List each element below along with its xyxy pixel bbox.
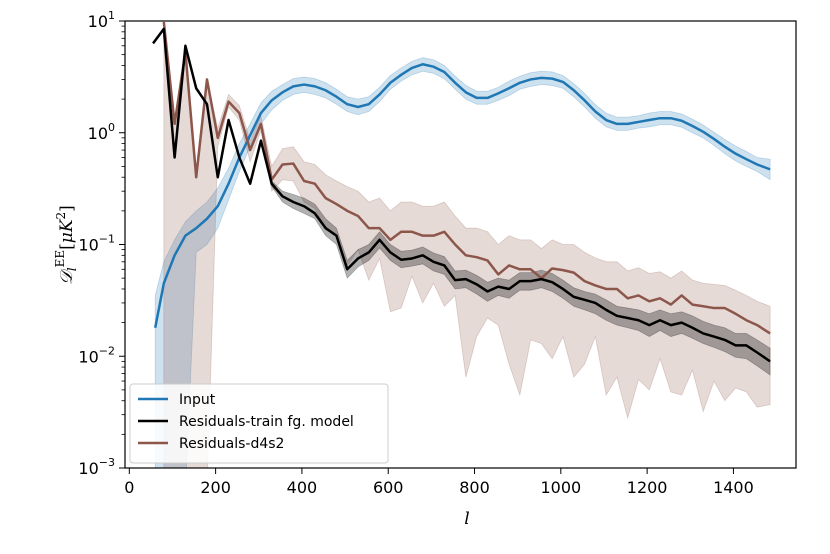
legend-label-residuals-train-fg-model: Residuals-train fg. model: [179, 414, 354, 430]
series-line-input: [153, 63, 771, 328]
band-residuals-d4s2: [163, 21, 771, 468]
series-line-residuals-train-fg-model: [152, 27, 771, 363]
x-tick-label: 600: [373, 478, 404, 497]
band-residuals-train-fg-model: [152, 27, 771, 376]
y-tick-label: 10−3: [78, 456, 115, 478]
legend: Input Residuals-train fg. model Residuals-…: [129, 383, 389, 464]
x-tick-label: 1400: [713, 478, 754, 497]
y-axis-ticks: 10−3 10−2 10−1 100 101: [78, 9, 125, 478]
x-tick-label: 1200: [627, 478, 668, 497]
confidence-bands: [152, 21, 771, 468]
x-tick-label: 0: [124, 478, 134, 497]
series-lines: [152, 21, 771, 363]
y-tick-label: 100: [88, 121, 115, 143]
x-tick-label: 200: [200, 478, 231, 497]
y-tick-label: 10−2: [78, 344, 115, 366]
x-tick-label: 400: [287, 478, 318, 497]
y-axis-label: 𝒟lEE[μK2]: [53, 205, 79, 285]
x-axis-label: l: [464, 509, 469, 529]
band-input: [154, 57, 771, 468]
x-tick-label: 800: [459, 478, 490, 497]
x-tick-label: 1000: [540, 478, 581, 497]
y-tick-label: 10−1: [78, 233, 115, 255]
legend-label-input: Input: [179, 392, 216, 408]
y-tick-label: 101: [88, 9, 115, 31]
series-line-residuals-d4s2: [162, 21, 771, 335]
legend-label-residuals-d4s2: Residuals-d4s2: [179, 436, 284, 452]
legend-box: [129, 383, 389, 464]
x-axis-ticks: 0 200 400 600 800 1000 1200 1400: [124, 468, 754, 497]
